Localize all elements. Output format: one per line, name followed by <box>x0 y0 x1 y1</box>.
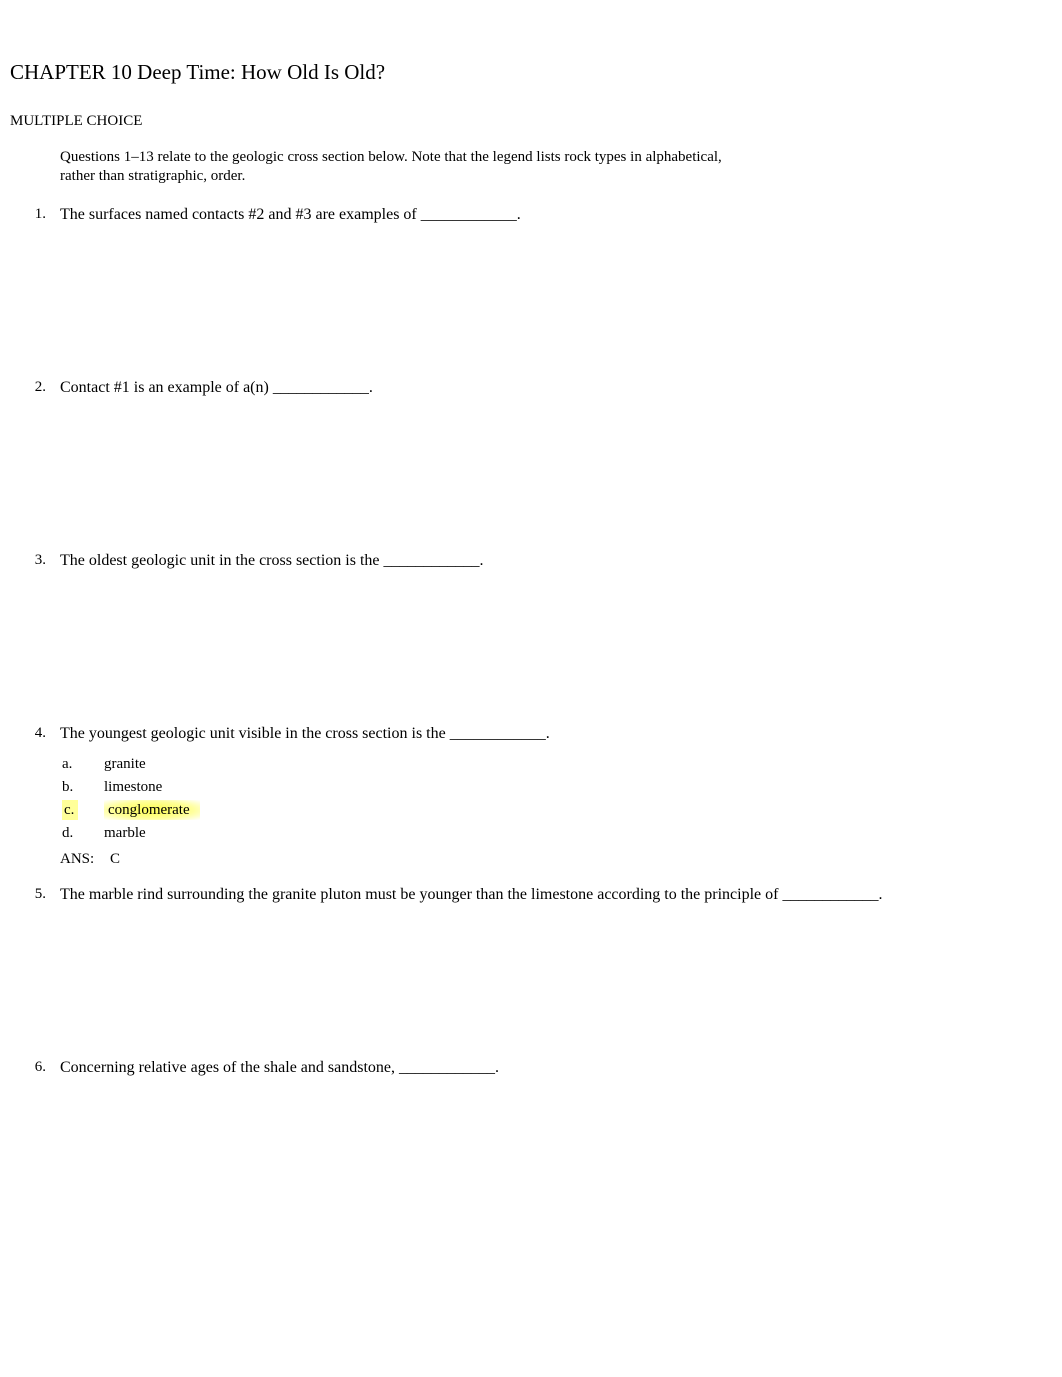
options-block: a. granite b. limestone c. conglomerate … <box>60 753 1052 845</box>
option-letter: a. <box>60 756 104 773</box>
question-text: The youngest geologic unit visible in th… <box>60 725 1052 743</box>
question-6: 6. Concerning relative ages of the shale… <box>10 1059 1052 1077</box>
option-a: a. granite <box>60 753 1052 776</box>
question-5: 5. The marble rind surrounding the grani… <box>10 886 1052 904</box>
spacer <box>10 580 1052 725</box>
answer-row: ANS: C <box>60 851 1052 868</box>
question-1: 1. The surfaces named contacts #2 and #3… <box>10 206 1052 224</box>
option-text: granite <box>104 756 1052 773</box>
option-letter: d. <box>60 825 104 842</box>
answer-value: C <box>104 851 120 868</box>
question-number: 3. <box>10 552 60 569</box>
option-text: marble <box>104 825 1052 842</box>
option-text: conglomerate <box>104 802 1052 819</box>
question-3: 3. The oldest geologic unit in the cross… <box>10 552 1052 570</box>
question-number: 6. <box>10 1059 60 1076</box>
spacer <box>10 407 1052 552</box>
question-number: 4. <box>10 725 60 742</box>
option-c: c. conglomerate <box>60 799 1052 822</box>
question-number: 2. <box>10 379 60 396</box>
question-text: Concerning relative ages of the shale an… <box>60 1059 1052 1077</box>
spacer <box>10 914 1052 1059</box>
option-b: b. limestone <box>60 776 1052 799</box>
spacer <box>10 234 1052 379</box>
option-letter: b. <box>60 779 104 796</box>
question-text: The surfaces named contacts #2 and #3 ar… <box>60 206 1052 224</box>
chapter-title: CHAPTER 10 Deep Time: How Old Is Old? <box>10 60 1052 85</box>
instruction-text: Questions 1–13 relate to the geologic cr… <box>60 148 742 186</box>
question-4: 4. The youngest geologic unit visible in… <box>10 725 1052 743</box>
option-text: limestone <box>104 779 1052 796</box>
option-d: d. marble <box>60 822 1052 845</box>
question-text: Contact #1 is an example of a(n) _______… <box>60 379 1052 397</box>
question-text: The oldest geologic unit in the cross se… <box>60 552 1052 570</box>
option-letter: c. <box>60 802 104 819</box>
question-number: 1. <box>10 206 60 223</box>
question-number: 5. <box>10 886 60 903</box>
answer-label: ANS: <box>60 851 104 868</box>
question-2: 2. Contact #1 is an example of a(n) ____… <box>10 379 1052 397</box>
question-text: The marble rind surrounding the granite … <box>60 886 1052 904</box>
section-heading: MULTIPLE CHOICE <box>10 113 1052 130</box>
